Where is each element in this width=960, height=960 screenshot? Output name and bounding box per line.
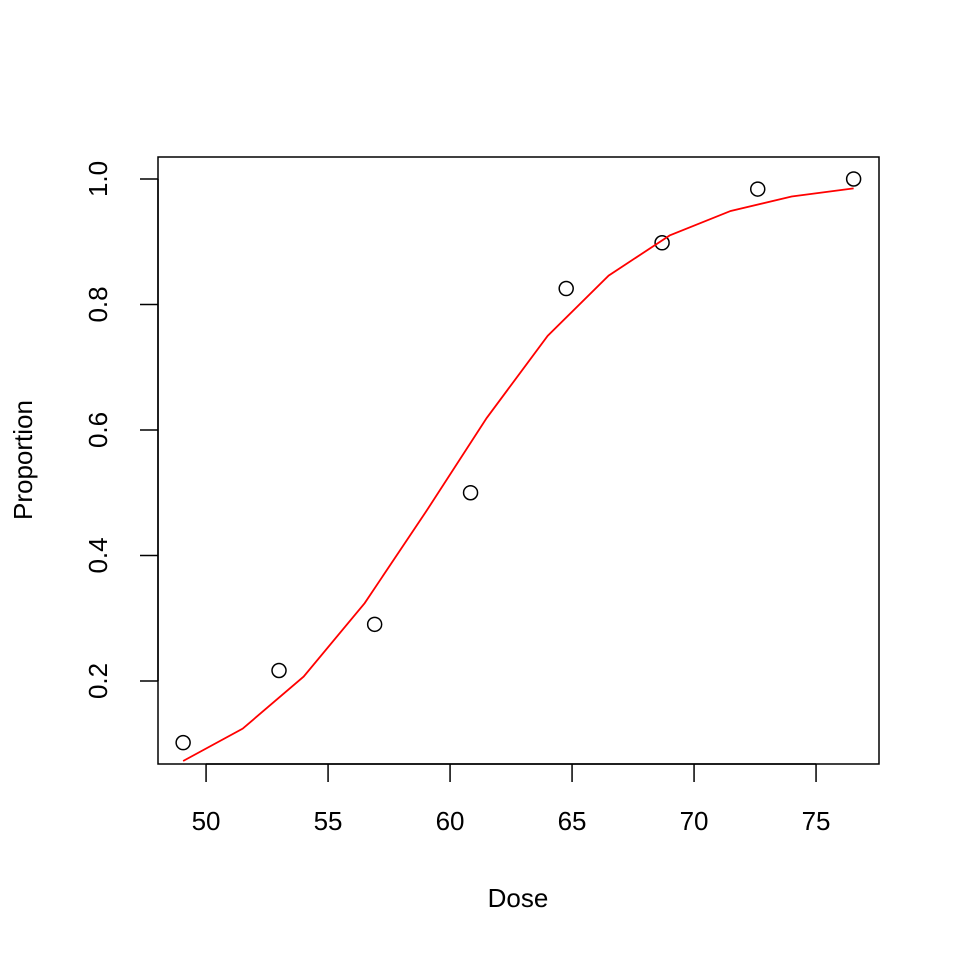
x-tick-label: 65 [558, 806, 587, 836]
point [654, 235, 670, 251]
x-tick-label: 55 [314, 806, 343, 836]
y-tick-label: 0.6 [83, 412, 113, 448]
x-tick-label: 70 [680, 806, 709, 836]
point [366, 616, 383, 633]
y-tick-label: 0.2 [83, 663, 113, 699]
point [175, 734, 191, 751]
x-tick-label: 50 [192, 806, 221, 836]
point [845, 171, 862, 187]
point [271, 662, 287, 679]
point [462, 484, 479, 501]
y-tick-label: 0.8 [83, 286, 113, 322]
y-axis-label: Proportion [8, 400, 38, 520]
plot-frame [157, 156, 880, 765]
point [558, 280, 574, 297]
point [749, 181, 766, 197]
fitted-curve [182, 187, 854, 762]
x-tick-label: 75 [802, 806, 831, 836]
y-tick-label: 1.0 [83, 161, 113, 197]
y-tick-label: 0.4 [83, 537, 113, 573]
x-tick-label: 60 [436, 806, 465, 836]
x-axis-label: Dose [488, 883, 549, 913]
